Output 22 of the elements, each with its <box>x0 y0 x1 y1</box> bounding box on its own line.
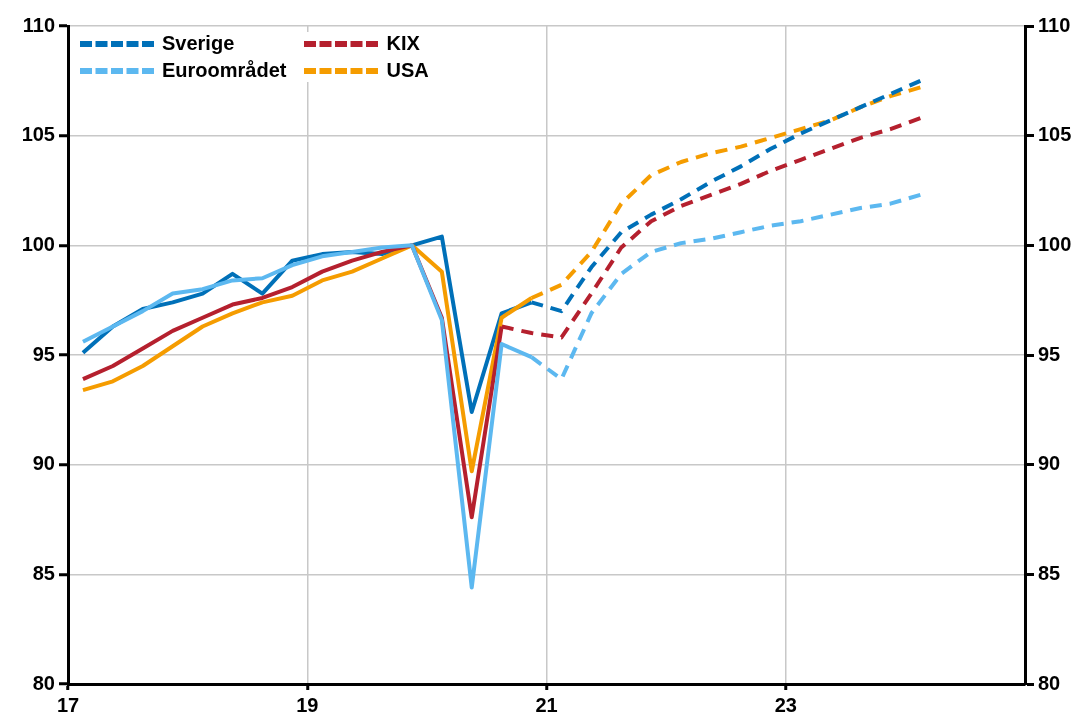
x-tick-label: 23 <box>774 693 797 716</box>
y-tick-label: 105 <box>1038 123 1072 146</box>
y-tick-label: 80 <box>1038 671 1061 694</box>
legend-label: USA <box>386 59 429 82</box>
y-tick-label: 90 <box>1038 452 1061 475</box>
legend-label: KIX <box>386 32 420 55</box>
y2-tick-label: 110 <box>22 13 55 36</box>
y-tick-label: 95 <box>1038 342 1061 365</box>
y2-tick-label: 85 <box>32 561 55 584</box>
x-tick-label: 17 <box>56 693 80 716</box>
x-tick-label: 19 <box>296 693 319 716</box>
y2-tick-label: 95 <box>32 342 55 365</box>
legend-label: Sverige <box>162 32 235 55</box>
y-tick-label: 110 <box>1038 13 1071 36</box>
x-tick-label: 21 <box>535 693 558 716</box>
y2-tick-label: 100 <box>21 232 55 255</box>
legend-label: Euroområdet <box>162 59 287 82</box>
y-tick-label: 85 <box>1038 561 1061 584</box>
y-tick-label: 100 <box>1038 232 1072 255</box>
y2-tick-label: 105 <box>21 123 55 146</box>
y2-tick-label: 90 <box>32 452 55 475</box>
y2-tick-label: 80 <box>32 671 55 694</box>
